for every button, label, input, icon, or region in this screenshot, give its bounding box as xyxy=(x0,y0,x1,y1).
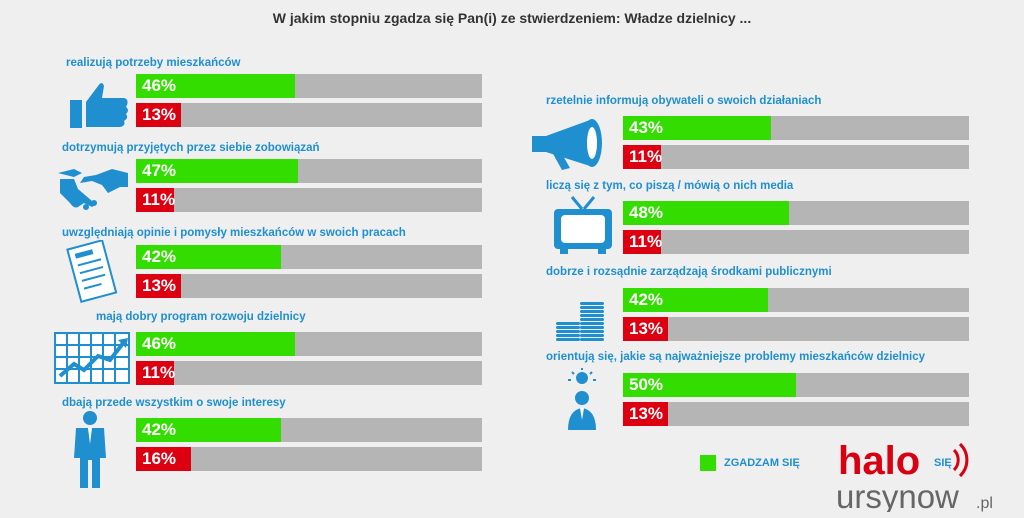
logo-suffix: .pl xyxy=(976,495,993,512)
agree-track: 50% xyxy=(623,373,969,397)
disagree-bar: 13% xyxy=(136,274,181,298)
category-label: dotrzymują przyjętych przez siebie zobow… xyxy=(62,142,320,154)
disagree-value-label: 13% xyxy=(629,319,664,338)
disagree-bar: 13% xyxy=(623,317,668,341)
disagree-value-label: 13% xyxy=(142,276,177,295)
agree-track: 46% xyxy=(136,332,482,356)
businessman-icon xyxy=(72,410,108,495)
disagree-track: 13% xyxy=(136,274,482,298)
category-label: rzetelnie informują obywateli o swoich d… xyxy=(546,95,822,107)
legend-label-agree: ZGADZAM SIĘ xyxy=(724,457,800,469)
document-icon xyxy=(64,239,120,309)
agree-value-label: 43% xyxy=(629,118,664,137)
agree-bar: 42% xyxy=(136,245,281,269)
agree-bar: 46% xyxy=(136,74,295,98)
category-label: uwzględniają opinie i pomysły mieszkańcó… xyxy=(62,227,406,239)
idea-person-icon xyxy=(566,368,598,437)
disagree-value-label: 13% xyxy=(142,105,177,124)
halo-ursynow-logo: halo ursynow .pl xyxy=(836,439,993,512)
disagree-track: 11% xyxy=(136,361,482,385)
agree-bar: 50% xyxy=(623,373,796,397)
agree-bar: 47% xyxy=(136,159,298,183)
handshake-icon xyxy=(56,163,130,218)
logo-text-top: halo xyxy=(838,439,920,483)
disagree-track: 13% xyxy=(623,317,969,341)
agree-value-label: 42% xyxy=(142,420,177,439)
agree-track: 43% xyxy=(623,116,969,140)
disagree-track: 11% xyxy=(136,188,482,212)
category-label: dobrze i rozsądnie zarządzają środkami p… xyxy=(546,266,832,278)
megaphone-icon xyxy=(530,118,610,179)
category-label: liczą się z tym, co piszą / mówią o nich… xyxy=(546,180,794,192)
category-label: mają dobry program rozwoju dzielnicy xyxy=(96,311,306,323)
disagree-bar: 13% xyxy=(623,402,668,426)
logo-text-bottom: ursynow xyxy=(836,478,959,512)
disagree-value-label: 13% xyxy=(629,404,664,423)
disagree-value-label: 11% xyxy=(629,147,663,166)
agree-track: 48% xyxy=(623,201,969,225)
agree-value-label: 46% xyxy=(142,334,177,353)
disagree-track: 13% xyxy=(136,103,482,127)
agree-bar: 43% xyxy=(623,116,771,140)
category-label: orientują się, jakie są najważniejsze pr… xyxy=(546,351,926,363)
agree-track: 42% xyxy=(136,245,482,269)
agree-value-label: 42% xyxy=(629,290,664,309)
agree-value-label: 50% xyxy=(629,375,664,394)
agree-value-label: 48% xyxy=(629,203,664,222)
category-label: dbają przede wszystkim o swoje interesy xyxy=(62,397,286,409)
disagree-bar: 11% xyxy=(623,145,663,169)
agree-track: 46% xyxy=(136,74,482,98)
agree-value-label: 47% xyxy=(142,161,177,180)
tv-icon xyxy=(552,195,614,260)
disagree-bar: 11% xyxy=(623,230,663,254)
disagree-value-label: 11% xyxy=(142,190,176,209)
agree-value-label: 46% xyxy=(142,76,177,95)
agree-value-label: 42% xyxy=(142,247,177,266)
agree-track: 47% xyxy=(136,159,482,183)
agree-bar: 48% xyxy=(623,201,789,225)
disagree-value-label: 16% xyxy=(142,449,177,468)
disagree-value-label: 11% xyxy=(629,232,663,251)
disagree-track: 16% xyxy=(136,447,482,471)
category-label: realizują potrzeby mieszkańców xyxy=(66,57,241,69)
coins-icon xyxy=(550,294,606,351)
growth-chart-icon xyxy=(54,332,130,389)
disagree-bar: 11% xyxy=(136,361,176,385)
disagree-bar: 16% xyxy=(136,447,191,471)
thumbs-up-icon xyxy=(68,80,130,135)
disagree-track: 11% xyxy=(623,145,969,169)
chart-title: W jakim stopniu zgadza się Pan(i) ze stw… xyxy=(272,10,752,26)
legend-label-disagree-fragment: SIĘ xyxy=(934,457,952,469)
legend-swatch-agree xyxy=(700,455,716,471)
disagree-bar: 13% xyxy=(136,103,181,127)
agree-bar: 42% xyxy=(623,288,768,312)
disagree-value-label: 11% xyxy=(142,363,176,382)
agree-track: 42% xyxy=(136,418,482,442)
disagree-bar: 11% xyxy=(136,188,176,212)
agree-bar: 46% xyxy=(136,332,295,356)
agree-track: 42% xyxy=(623,288,969,312)
disagree-track: 11% xyxy=(623,230,969,254)
agree-bar: 42% xyxy=(136,418,281,442)
disagree-track: 13% xyxy=(623,402,969,426)
